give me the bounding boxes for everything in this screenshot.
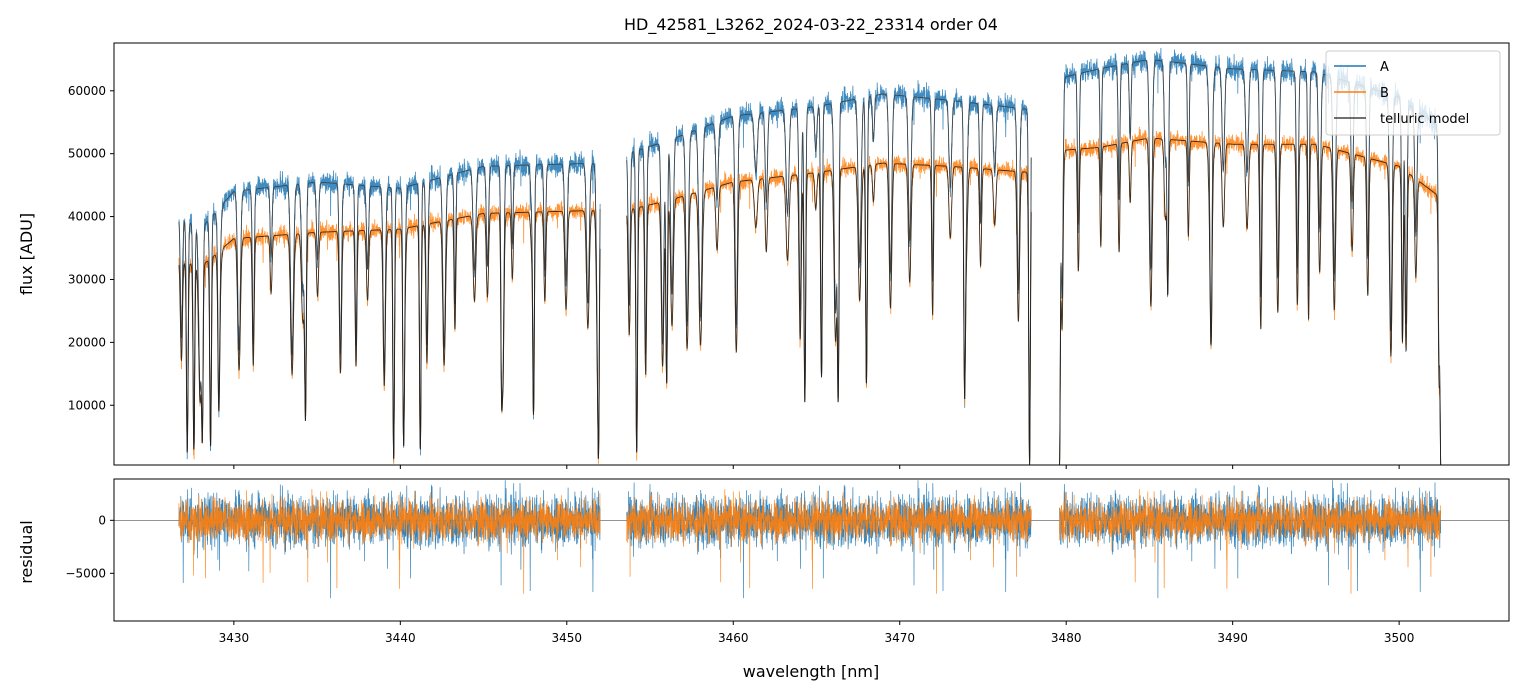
legend-box [1325, 50, 1501, 136]
residual-x-tick-label: 3440 [385, 631, 416, 645]
residual-x-axis: 3430 3440 3450 3460 3470 3480 3490 3500 [219, 621, 1415, 645]
legend: A B telluric model [1325, 50, 1501, 136]
residual-x-tick-label: 3470 [884, 631, 915, 645]
flux-y-axis: 10000 20000 30000 40000 50000 60000 [68, 84, 114, 412]
flux-x-axis [233, 465, 1400, 469]
flux-y-tick-label: 30000 [68, 272, 106, 286]
flux-y-tick-label: 10000 [68, 398, 106, 412]
telluric-model-a-segment-1 [178, 163, 601, 459]
residual-y-axis: −5000 0 [65, 513, 114, 580]
residual-y-tick-label: 0 [98, 513, 106, 527]
telluric-model-b-segment-1 [178, 210, 601, 459]
flux-panel: 10000 20000 30000 40000 50000 60000 flux [ADU… [17, 42, 1510, 469]
residual-b-segment-1 [178, 489, 601, 594]
legend-label-telluric: telluric model [1380, 112, 1469, 127]
legend-label-b: B [1380, 86, 1389, 101]
telluric-model-b-segment-3 [1059, 138, 1442, 465]
residual-b-segment-3 [1059, 489, 1442, 594]
residual-x-tick-label: 3500 [1384, 631, 1415, 645]
flux-y-tick-label: 40000 [68, 210, 106, 224]
series-a-segment-2 [626, 80, 1032, 462]
residual-y-tick-label: −5000 [65, 566, 106, 580]
telluric-model-a-segment-2 [626, 93, 1032, 465]
residual-a-segment-2 [626, 480, 1032, 599]
residual-series-group [114, 480, 1509, 599]
x-axis-label: wavelength [nm] [743, 662, 880, 681]
telluric-model-b-segment-2 [626, 162, 1032, 465]
residual-plot-frame [113, 478, 1510, 622]
flux-y-tick-label: 50000 [68, 147, 106, 161]
series-b-segment-1 [178, 200, 601, 465]
series-a-segment-1 [178, 149, 601, 463]
flux-y-axis-label: flux [ADU] [17, 213, 36, 295]
flux-y-tick-label: 20000 [68, 335, 106, 349]
chart-title: HD_42581_L3262_2024-03-22_23314 order 04 [624, 15, 998, 35]
residual-panel: −50000 3430 3440 3450 3460 3470 3480 3490 3500 … [17, 478, 1510, 681]
residual-x-tick-label: 3490 [1217, 631, 1248, 645]
flux-y-tick-label: 60000 [68, 84, 106, 98]
series-b-segment-3 [1059, 126, 1442, 465]
flux-plot-frame [113, 42, 1510, 466]
residual-x-tick-label: 3430 [219, 631, 250, 645]
residual-x-tick-label: 3460 [718, 631, 749, 645]
residual-b-segment-2 [626, 489, 1032, 594]
residual-x-tick-label: 3480 [1051, 631, 1082, 645]
residual-a-segment-3 [1059, 480, 1442, 599]
residual-y-axis-label: residual [17, 520, 36, 583]
legend-label-a: A [1380, 60, 1389, 75]
flux-series-group [178, 47, 1442, 465]
residual-x-tick-label: 3450 [552, 631, 583, 645]
